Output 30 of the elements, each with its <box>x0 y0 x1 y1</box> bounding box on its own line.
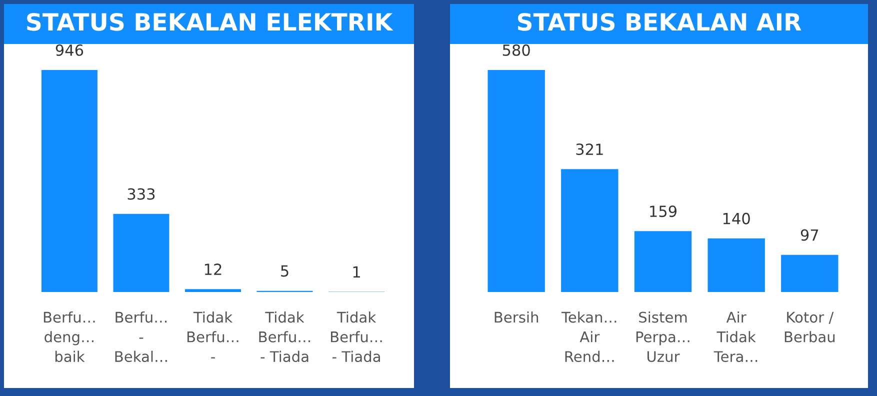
data-label: 5 <box>281 265 288 277</box>
x-tick-label: Bersih <box>494 311 538 323</box>
data-label: 580 <box>502 44 530 56</box>
bar <box>41 70 98 292</box>
bar <box>708 238 765 292</box>
x-tick-label: Tidak Berfu… - Tiada <box>330 311 382 362</box>
chart-title: STATUS BEKALAN ELEKTRIK <box>27 12 394 31</box>
data-label: 159 <box>650 206 677 218</box>
bar <box>561 169 618 292</box>
bar <box>185 289 241 292</box>
x-tick-label: Tekan… Air Rend… <box>561 311 616 362</box>
data-label: 321 <box>576 144 603 156</box>
bar <box>781 254 838 292</box>
x-tick-label: Air Tidak Tera… <box>714 311 758 362</box>
data-label: 333 <box>128 188 155 200</box>
data-label: 946 <box>56 44 84 56</box>
x-tick-label: Tidak Berfu… - Tiada <box>259 311 310 362</box>
x-tick-label: Berfu… - Bekal… <box>115 311 167 362</box>
bar <box>113 214 170 292</box>
x-tick-label: Sistem Perpa… Uzur <box>636 311 690 362</box>
data-label: 12 <box>204 264 222 275</box>
data-label: 1 <box>353 266 360 278</box>
bar <box>634 231 692 292</box>
x-tick-label: Berfu… deng… baik <box>44 311 95 362</box>
chart-title: STATUS BEKALAN AIR <box>518 12 802 31</box>
bar <box>488 70 545 292</box>
x-tick-label: Kotor / Berbau <box>784 312 835 342</box>
x-tick-label: Tidak Berfu… - <box>187 311 238 358</box>
data-label: 97 <box>800 229 818 241</box>
data-label: 140 <box>723 212 750 224</box>
